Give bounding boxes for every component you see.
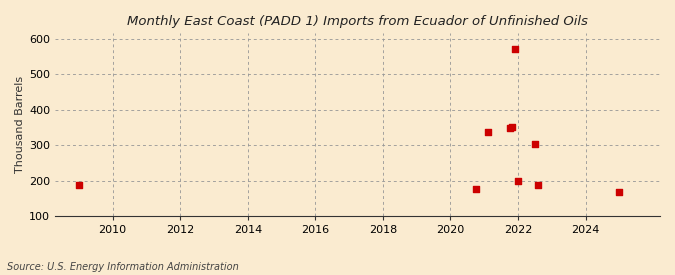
Point <box>482 130 493 135</box>
Point <box>510 46 521 51</box>
Point <box>507 125 518 129</box>
Point <box>614 190 625 194</box>
Point <box>470 187 481 191</box>
Point <box>504 126 515 130</box>
Text: Source: U.S. Energy Information Administration: Source: U.S. Energy Information Administ… <box>7 262 238 272</box>
Point <box>513 178 524 183</box>
Title: Monthly East Coast (PADD 1) Imports from Ecuador of Unfinished Oils: Monthly East Coast (PADD 1) Imports from… <box>127 15 588 28</box>
Point <box>530 142 541 146</box>
Y-axis label: Thousand Barrels: Thousand Barrels <box>15 76 25 173</box>
Point <box>74 183 84 188</box>
Point <box>533 183 543 187</box>
